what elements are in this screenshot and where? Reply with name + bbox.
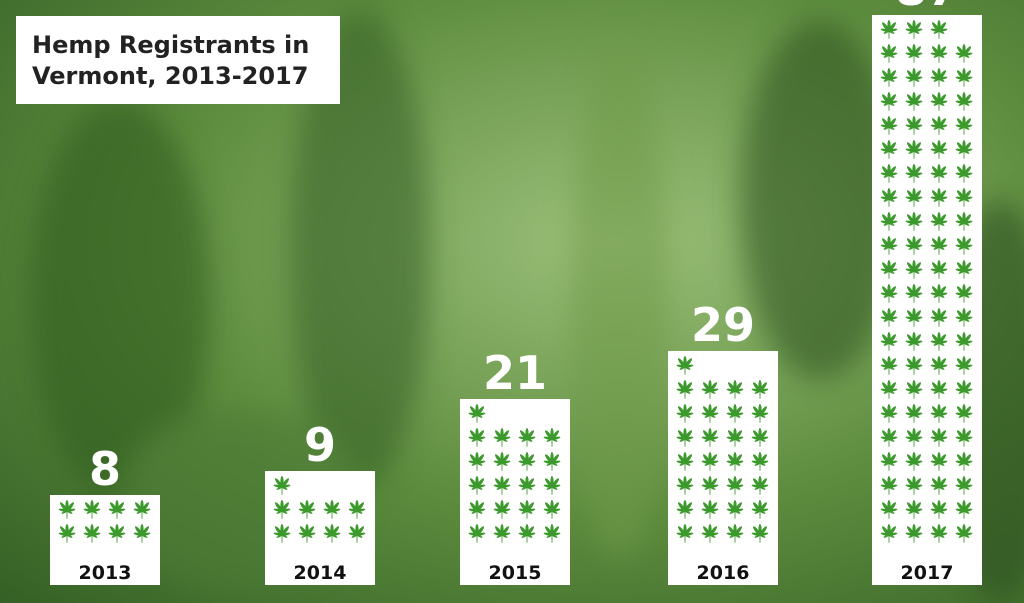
value-label: 21 xyxy=(483,346,547,400)
category-label: 2013 xyxy=(79,562,132,584)
category-label: 2014 xyxy=(294,562,347,584)
bar xyxy=(460,399,570,585)
value-label: 87 xyxy=(895,0,959,16)
value-label: 9 xyxy=(304,418,336,472)
title-box: Hemp Registrants in Vermont, 2013-2017 xyxy=(16,16,340,104)
value-label: 29 xyxy=(691,298,755,352)
category-label: 2016 xyxy=(697,562,750,584)
category-label: 2015 xyxy=(489,562,542,584)
chart-title: Hemp Registrants in Vermont, 2013-2017 xyxy=(32,31,310,90)
value-label: 8 xyxy=(89,442,121,496)
category-label: 2017 xyxy=(901,562,954,584)
